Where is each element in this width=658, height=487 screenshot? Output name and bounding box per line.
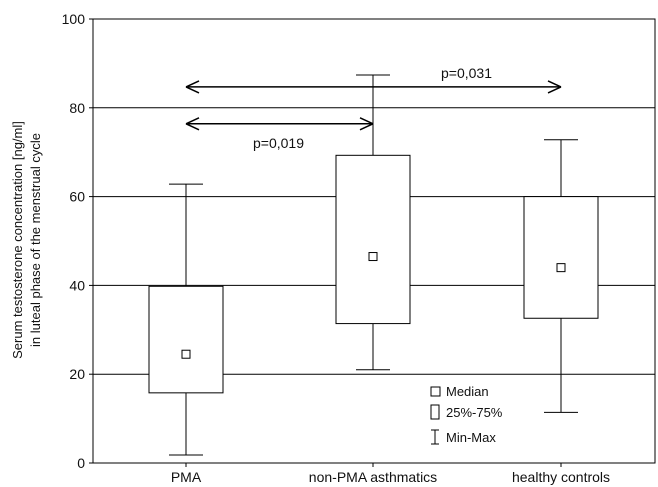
y-tick-label: 0: [77, 455, 85, 471]
median-marker: [181, 349, 191, 359]
significance-p-0-031: p=0,031: [185, 65, 562, 94]
legend-median-symbol: [430, 386, 441, 397]
iqr-box: [335, 154, 411, 325]
y-axis-label-line2: in luteal phase of the menstrual cycle: [28, 133, 43, 347]
y-axis-label-line1: Serum testosterone concentration [ng/ml]: [10, 121, 25, 359]
x-tick-label: PMA: [171, 469, 202, 485]
box-non-pma-asthmatics: [335, 74, 411, 371]
significance-annotations: p=0,031 p=0,019: [185, 65, 562, 151]
legend: Median 25%-75% Min-Max: [430, 384, 503, 445]
legend-box-label: 25%-75%: [446, 405, 503, 420]
arrow-head-left: [185, 80, 200, 94]
arrow-head-right: [359, 117, 374, 131]
y-axis-ticks: 0 20 40 60 80 100: [62, 11, 93, 471]
significance-p-0-019: p=0,019: [185, 117, 374, 151]
legend-whisker-label: Min-Max: [446, 430, 496, 445]
p-value-label: p=0,019: [253, 135, 304, 151]
y-tick-label: 40: [69, 277, 85, 293]
x-tick-label: non-PMA asthmatics: [309, 469, 437, 485]
plot-frame: [92, 18, 656, 464]
legend-whisker-symbol: [431, 429, 439, 445]
median-marker: [556, 263, 566, 273]
iqr-box: [148, 285, 224, 394]
legend-box-symbol: [430, 404, 440, 420]
p-value-label: p=0,031: [441, 65, 492, 81]
legend-median-label: Median: [446, 384, 489, 399]
median-marker: [368, 252, 378, 262]
y-tick-label: 80: [69, 100, 85, 116]
y-tick-label: 100: [62, 11, 86, 27]
x-tick-label: healthy controls: [512, 469, 610, 485]
arrow-head-right: [547, 80, 562, 94]
iqr-box: [523, 196, 599, 319]
box-pma: [148, 183, 224, 456]
y-tick-label: 60: [69, 189, 85, 205]
boxes: [148, 74, 599, 456]
x-axis-ticks: PMA non-PMA asthmatics healthy controls: [171, 463, 610, 485]
y-tick-label: 20: [69, 366, 85, 382]
box-healthy-controls: [523, 139, 599, 413]
arrow-head-left: [185, 117, 200, 131]
